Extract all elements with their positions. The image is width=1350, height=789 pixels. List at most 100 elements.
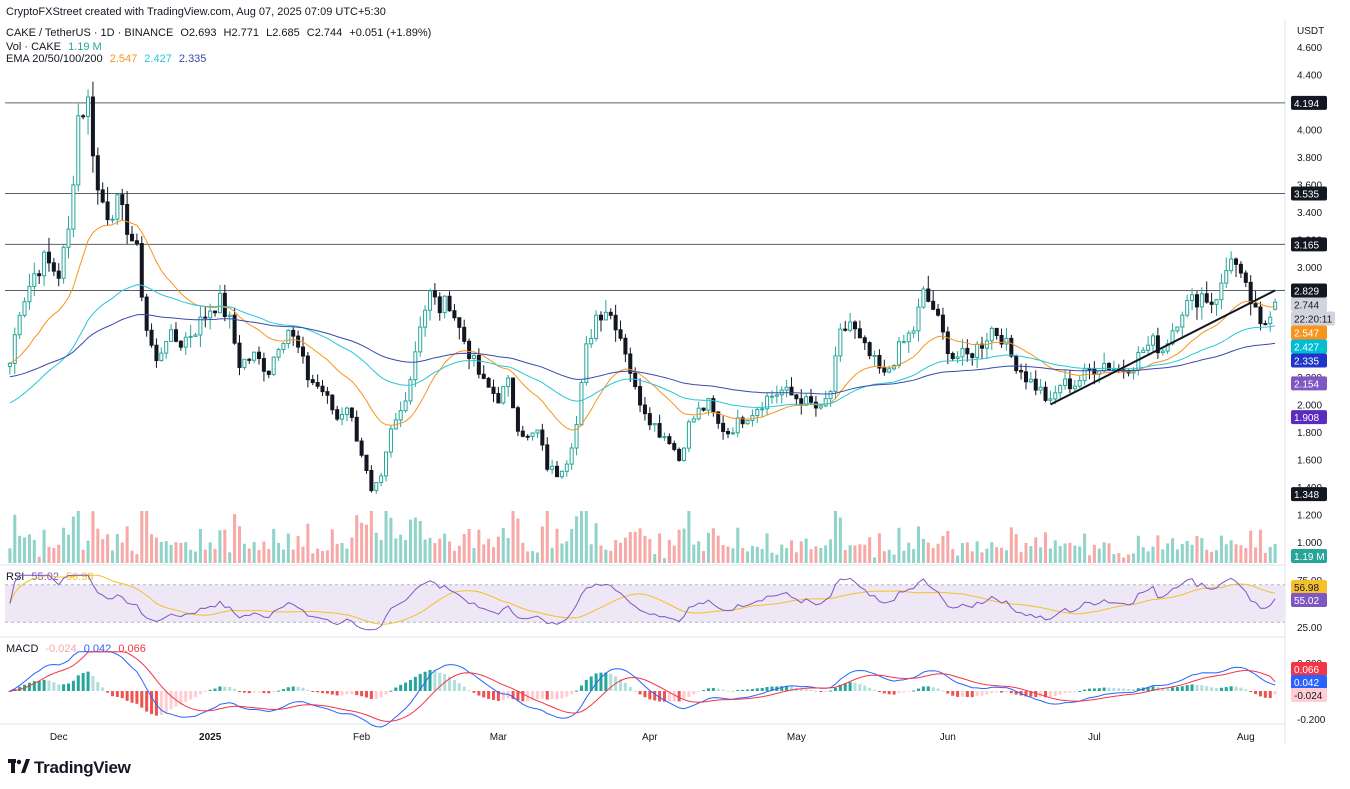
candle-body — [554, 465, 560, 478]
macd-hist-bar — [491, 691, 496, 701]
price-tick-13: 2.000 — [1297, 401, 1322, 412]
candle-body — [823, 398, 828, 407]
volume-info-line: Vol · CAKE 1.19 M — [6, 41, 106, 53]
macd-hist-bar — [662, 691, 666, 702]
macd-hist-bar — [941, 690, 945, 692]
macd-hist-bar — [286, 687, 290, 691]
macd-hist-bar — [189, 691, 193, 700]
macd-hist-bar — [291, 686, 295, 691]
price-tag-10: 1.908 — [1291, 410, 1327, 425]
volume-bar — [521, 542, 525, 563]
candle-body — [818, 405, 823, 409]
time-tick-aug: Aug — [1237, 732, 1255, 743]
time-tick-jul: Jul — [1088, 732, 1101, 743]
volume-bar — [1185, 540, 1189, 563]
macd-hist-bar — [1166, 687, 1170, 691]
volume-bar — [423, 539, 427, 563]
macd-hist-bar — [677, 691, 681, 702]
candle-body — [17, 314, 22, 336]
change-value: +0.051 (+1.89%) — [349, 27, 432, 39]
volume-bar — [584, 511, 588, 563]
volume-bar — [32, 539, 36, 563]
volume-bar — [213, 549, 217, 563]
candle-body — [696, 407, 701, 420]
macd-hist-bar — [115, 691, 119, 697]
candle-body — [100, 189, 105, 203]
volume-bar — [106, 534, 110, 563]
macd-signal-tag-bg — [1291, 662, 1327, 676]
macd-hist-bar — [47, 680, 51, 691]
open-label: O — [180, 27, 189, 39]
candle-body — [354, 416, 359, 442]
candle-body — [164, 340, 169, 354]
macd-hist-bar — [868, 687, 872, 691]
volume-bar — [687, 511, 691, 563]
volume-bar — [477, 529, 481, 563]
volume-bar — [1102, 542, 1106, 563]
volume-bar — [653, 554, 657, 563]
candle-body — [975, 343, 980, 358]
volume-bar — [457, 545, 461, 563]
macd-hist-bar — [721, 689, 725, 691]
candle-body — [677, 448, 682, 461]
macd-hist-bar — [306, 689, 310, 691]
macd-hist-bar — [57, 684, 61, 691]
macd-hist-bar — [511, 691, 515, 700]
candle-body — [1058, 384, 1063, 394]
candle-body — [105, 201, 110, 221]
ema-label[interactable]: EMA 20/50/100/200 — [6, 53, 103, 65]
candle-body — [701, 407, 706, 411]
volume-bar — [135, 554, 139, 563]
macd-hist-bar — [482, 691, 486, 698]
volume-bar — [1224, 544, 1228, 563]
volume-bar — [125, 526, 129, 563]
volume-bar — [946, 530, 950, 563]
volume-bar — [550, 547, 554, 563]
volume-bar — [101, 539, 105, 563]
volume-bar — [203, 549, 207, 563]
candle-body — [213, 310, 218, 314]
volume-bar — [623, 537, 627, 563]
price-tag-9: 2.154 — [1291, 376, 1327, 391]
macd-label[interactable]: MACD — [6, 643, 39, 655]
price-tag-6-bg — [1291, 325, 1327, 340]
candle-body — [423, 309, 428, 328]
candle-body — [520, 430, 525, 437]
candle-body — [872, 355, 877, 358]
macd-hist-bar — [1122, 688, 1126, 691]
price-tag-9-bg — [1291, 376, 1327, 391]
candle-body — [1214, 299, 1219, 305]
candle-body — [315, 382, 320, 387]
low-number: 2.685 — [272, 27, 300, 39]
macd-hist-bar — [706, 688, 710, 691]
volume-bar — [62, 527, 66, 563]
candle-body — [447, 295, 452, 312]
tradingview-logo[interactable]: TradingView — [8, 758, 131, 778]
macd-hist-bar — [203, 691, 207, 692]
price-tag-4-bg — [1291, 297, 1327, 312]
candle-body — [300, 346, 306, 357]
macd-hist-bar — [448, 676, 452, 691]
rsi-label[interactable]: RSI — [6, 571, 25, 583]
macd-hist-bar — [716, 688, 720, 691]
volume-bar — [887, 549, 891, 563]
volume-bar — [208, 542, 212, 563]
rsi-tick-1: 25.00 — [1297, 623, 1322, 634]
volume-bar — [228, 552, 232, 563]
candle-body — [882, 367, 887, 373]
candle-body — [662, 436, 667, 439]
macd-hist-bar — [428, 670, 432, 691]
symbol-title[interactable]: CAKE / TetherUS · 1D · BINANCE — [6, 27, 174, 39]
candle-body — [305, 355, 310, 381]
candle-body — [1072, 385, 1077, 390]
macd-hist-bar — [638, 691, 642, 695]
candle-body — [1063, 378, 1068, 386]
volume-label[interactable]: Vol · CAKE — [6, 41, 62, 53]
candle-body — [926, 288, 931, 302]
candle-body — [120, 194, 125, 206]
macd-hist-bar — [164, 691, 168, 713]
volume-bar — [1063, 543, 1067, 563]
candle-body — [647, 413, 652, 426]
macd-hist-bar — [1078, 690, 1082, 692]
